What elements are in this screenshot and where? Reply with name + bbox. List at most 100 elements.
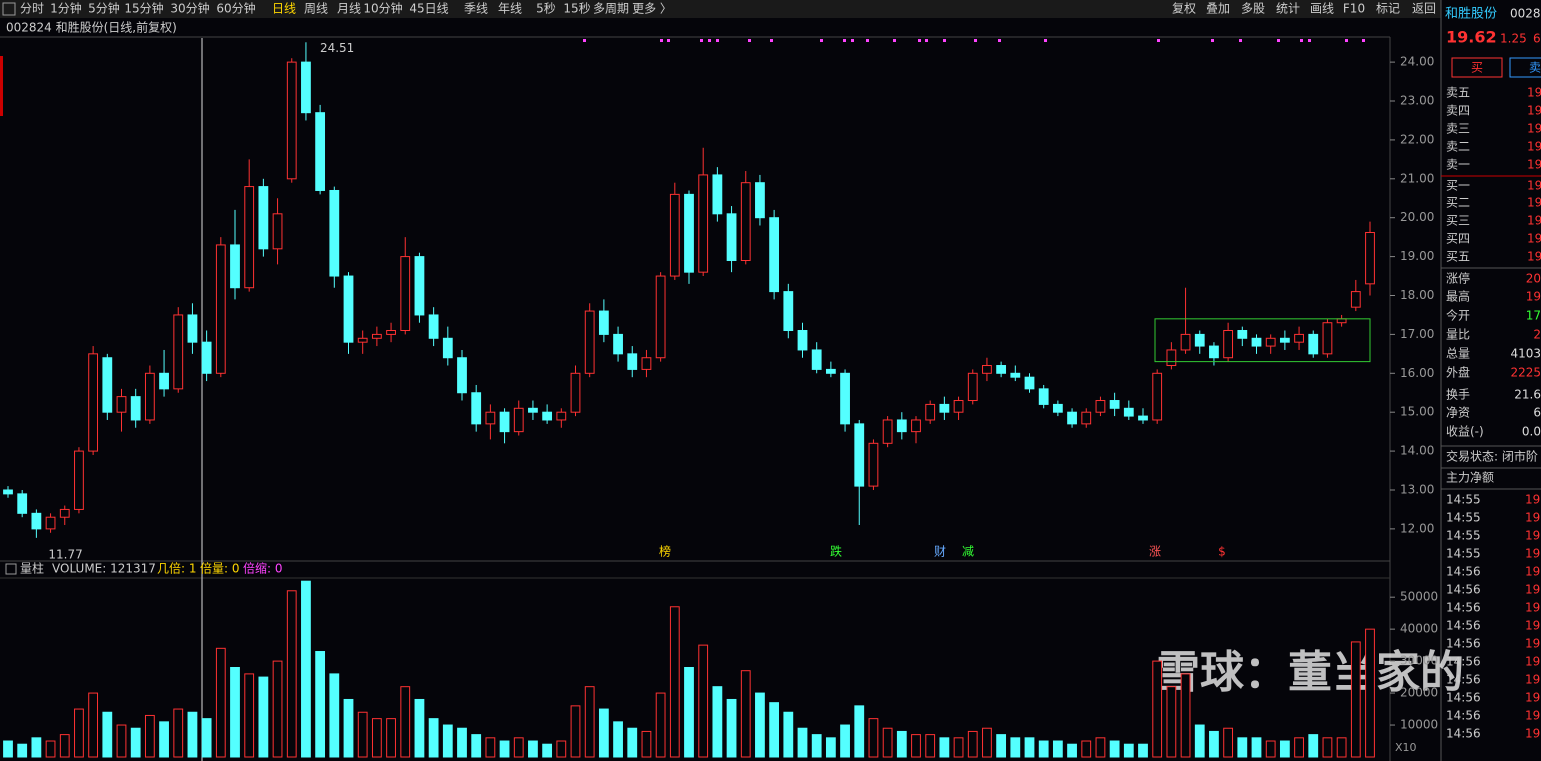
- candle-body: [1365, 231, 1375, 285]
- signal-dot: [1239, 39, 1242, 42]
- candle-body: [215, 244, 226, 374]
- volume-bar: [698, 644, 709, 758]
- book-price: 19: [1527, 214, 1541, 228]
- volume-bar: [1322, 737, 1333, 758]
- toolbar-item[interactable]: 周线: [304, 2, 328, 16]
- candle-body: [1180, 333, 1191, 351]
- book-price: 19: [1527, 196, 1541, 210]
- volume-bar: [996, 734, 1007, 758]
- y-tick-label: 30000: [1400, 654, 1438, 668]
- toolbar-item[interactable]: 多股: [1241, 2, 1265, 16]
- toolbar-item[interactable]: 多周期: [593, 2, 629, 16]
- sell-button[interactable]: [1509, 57, 1541, 78]
- trade-price: 19: [1525, 493, 1540, 507]
- volume-bar: [1166, 686, 1177, 758]
- signal-dot: [770, 39, 773, 42]
- event-marker[interactable]: 财: [934, 545, 946, 559]
- toolbar-item[interactable]: 画线: [1310, 2, 1334, 16]
- candle-body: [1152, 372, 1163, 421]
- volume-bar: [1365, 628, 1375, 758]
- toolbar-item[interactable]: 月线: [337, 2, 361, 16]
- y-tick-label: 17.00: [1400, 327, 1434, 341]
- y-tick-label: 19.00: [1400, 249, 1434, 263]
- candle-body: [59, 508, 70, 518]
- candle-body: [1294, 333, 1304, 343]
- candle-body: [584, 310, 595, 374]
- menu-icon[interactable]: [2, 2, 16, 16]
- stat-value: 4103: [1510, 347, 1541, 361]
- volume-bar: [1223, 727, 1234, 758]
- event-marker[interactable]: 减: [962, 545, 974, 559]
- toolbar-item[interactable]: 标记: [1376, 2, 1400, 16]
- book-price: 19: [1527, 179, 1541, 193]
- stat-value: 20: [1526, 272, 1541, 286]
- volume-bar: [116, 724, 127, 758]
- volume-label: VOLUME: 121317: [52, 562, 156, 576]
- book-price: 19: [1527, 140, 1541, 154]
- volume-bar: [1038, 740, 1049, 758]
- event-marker[interactable]: $: [1218, 545, 1226, 559]
- toolbar-item[interactable]: 1分钟: [50, 1, 82, 16]
- trade-time: 14:56: [1446, 727, 1481, 741]
- toolbar-item[interactable]: 15分钟: [124, 1, 163, 16]
- volume-bar: [1265, 740, 1276, 758]
- volume-bar: [1279, 740, 1290, 758]
- sell-label[interactable]: 卖: [1529, 61, 1541, 75]
- toolbar-item[interactable]: 年线: [498, 2, 522, 16]
- toolbar-item[interactable]: 分时: [20, 2, 44, 16]
- toolbar-item[interactable]: 30分钟: [170, 1, 209, 16]
- toolbar-item[interactable]: 15秒: [563, 2, 590, 16]
- toolbar-item[interactable]: 更多 〉: [632, 2, 672, 16]
- y-tick-label: 10000: [1400, 718, 1438, 732]
- buy-label[interactable]: 买: [1471, 61, 1483, 75]
- toolbar-item[interactable]: 复权: [1172, 2, 1196, 16]
- candle-body: [1223, 330, 1234, 359]
- candle-body: [669, 193, 680, 277]
- volume-title: 量柱: [20, 561, 44, 576]
- candle-body: [1010, 372, 1021, 378]
- main-flow[interactable]: 主力净额: [1446, 471, 1494, 485]
- volume-icon[interactable]: [5, 563, 17, 575]
- event-marker[interactable]: 跌: [830, 544, 842, 559]
- event-marker[interactable]: 涨: [1149, 544, 1161, 559]
- candle-body: [74, 450, 84, 510]
- volume-bar: [740, 670, 751, 758]
- y-tick-label: 12.00: [1400, 521, 1434, 535]
- y-tick-label: 20.00: [1400, 210, 1434, 224]
- toolbar-item[interactable]: 季线: [464, 2, 488, 16]
- candle-body: [556, 411, 567, 421]
- toolbar-item[interactable]: 日线: [272, 2, 296, 16]
- toolbar-item[interactable]: F10: [1343, 2, 1365, 16]
- toolbar-item[interactable]: 5分钟: [88, 1, 120, 16]
- toolbar-item[interactable]: 45日线: [409, 2, 448, 16]
- toolbar-item[interactable]: 叠加: [1206, 2, 1230, 16]
- change-pct: 6: [1533, 32, 1541, 46]
- book-label: 卖四: [1446, 104, 1470, 118]
- signal-dot: [998, 39, 1001, 42]
- candle-body: [996, 365, 1007, 374]
- volume-bar: [130, 727, 141, 758]
- candle-body: [400, 256, 411, 332]
- trade-price: 19: [1525, 619, 1540, 633]
- candle-body: [1024, 376, 1035, 390]
- book-price: 19: [1527, 232, 1541, 246]
- toolbar-item[interactable]: 5秒: [536, 2, 556, 16]
- toolbar-item[interactable]: 60分钟: [216, 1, 255, 16]
- stat-value: 6: [1533, 406, 1541, 420]
- stat-value: 2: [1533, 328, 1541, 342]
- candle-body: [868, 442, 879, 487]
- buy-button[interactable]: [1451, 57, 1503, 78]
- toolbar-item[interactable]: 统计: [1276, 2, 1300, 16]
- stat-label: 总量: [1446, 347, 1470, 361]
- price: 19.62: [1446, 28, 1497, 47]
- toolbar-item[interactable]: 10分钟: [363, 1, 402, 16]
- candle-body: [570, 372, 581, 413]
- trade-price: 19: [1525, 583, 1540, 597]
- candle-body: [102, 357, 113, 413]
- candle-body: [726, 213, 737, 261]
- stat-value: 19: [1526, 290, 1541, 304]
- toolbar-item[interactable]: 返回: [1412, 2, 1436, 16]
- trade-status: 交易状态: 闭市阶: [1446, 449, 1538, 464]
- event-marker[interactable]: 榜: [659, 544, 671, 559]
- volume-bar: [386, 718, 396, 758]
